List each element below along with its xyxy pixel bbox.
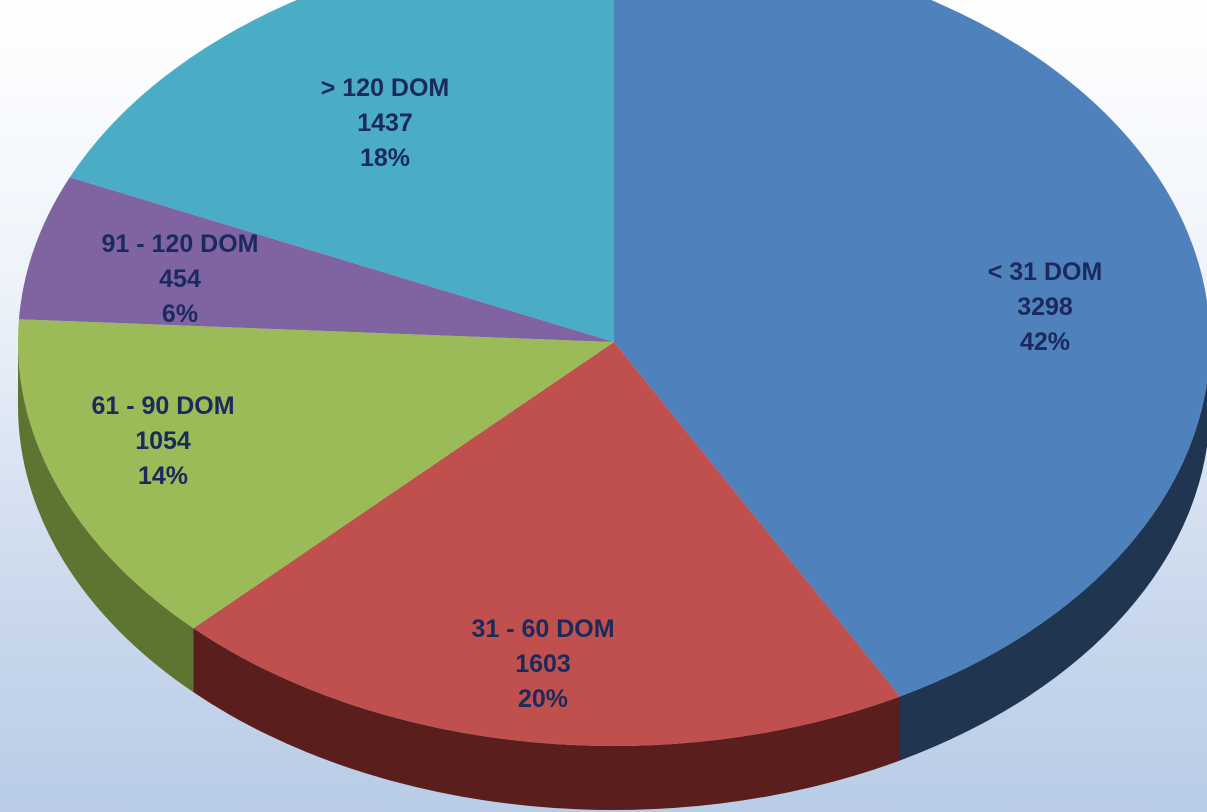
pie-side-31-dom [900,382,1207,761]
data-label-31-dom: < 31 DOM 3298 42% [988,258,1103,356]
pie-slice-31-dom[interactable] [614,0,1207,697]
pie-slice-91-120-dom[interactable] [18,177,615,342]
pie-slice-31-60-dom[interactable] [193,342,901,746]
pie-slice-61-90-dom[interactable] [18,319,615,629]
data-label-61-90-dom: 61 - 90 DOM 1054 14% [91,392,234,490]
pie-side-31-60-dom [193,628,901,810]
pie-slice-120-dom[interactable] [69,0,614,342]
data-label-31-60-dom: 31 - 60 DOM 1603 20% [471,615,614,713]
pie-side-61-90-dom [18,342,194,693]
data-label-91-120-dom: 91 - 120 DOM 454 6% [101,230,258,328]
data-label-120-dom: > 120 DOM 1437 18% [321,74,450,172]
